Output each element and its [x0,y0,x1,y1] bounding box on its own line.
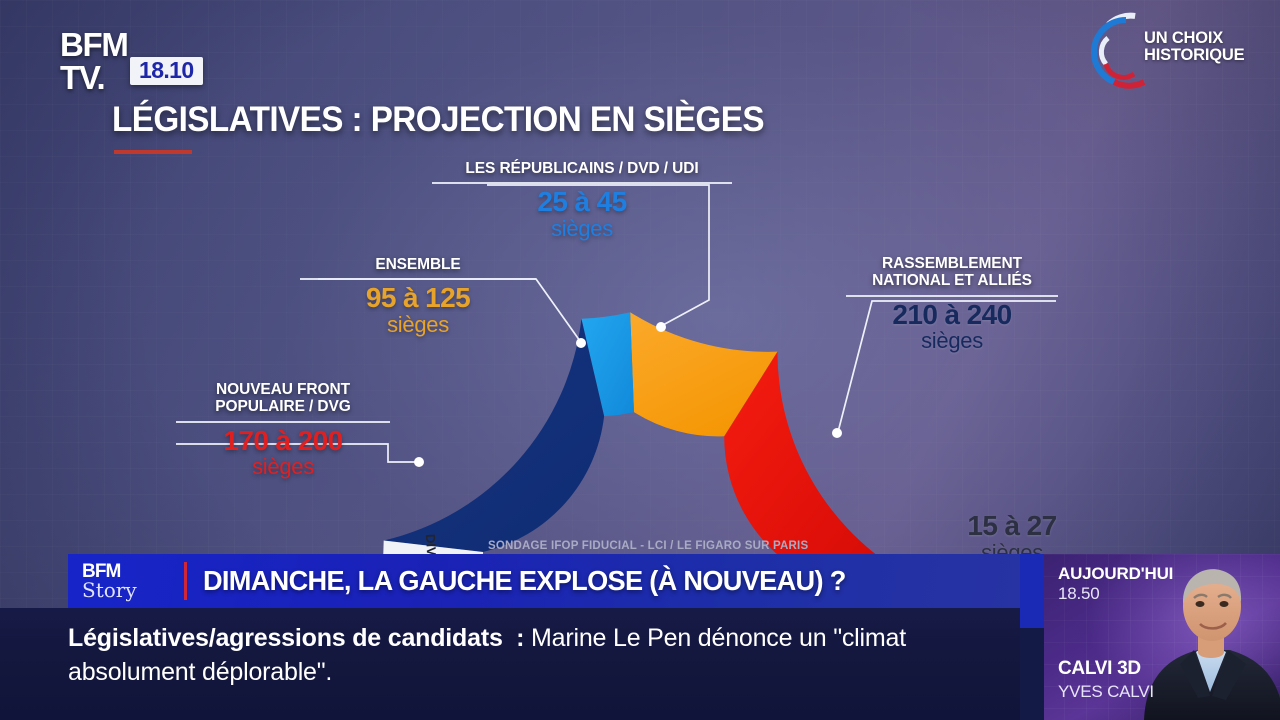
callout-lr-unit: sièges [551,215,613,241]
next-show-host: YVES CALVI [1058,682,1154,701]
ticker-text-block: Législatives/agressions de candidats : M… [68,622,1008,689]
callout-divers-range: 15 à 27 [967,510,1057,541]
event-badge-line2: HISTORIQUE [1144,45,1245,64]
callout-rn-title-line2: NATIONAL ET ALLIÉS [872,272,1032,290]
callout-nouveau-front-populaire: NOUVEAU FRONT POPULAIRE / DVG 170 à 200 … [176,381,390,479]
callout-ensemble-unit: sièges [387,311,449,337]
callout-ensemble-rule [300,278,536,281]
event-badge: UN CHOIX HISTORIQUE [1086,10,1256,92]
callout-ensemble: ENSEMBLE 95 à 125 sièges [300,256,536,337]
next-show-card[interactable]: AUJOURD'HUI 18.50 CALVI 3D YVES CALVI [1020,554,1280,720]
title-underline [114,150,192,154]
next-show-left-accent-bottom [1020,628,1044,720]
callout-lr-range: 25 à 45 [537,186,627,218]
ticker-topic: Législatives/agressions de candidats [68,624,503,652]
callout-rn-unit: sièges [921,328,983,354]
ticker-separator-wrap: : [503,624,525,652]
program-logo-line2: Story [82,578,137,602]
callout-rn-range: 210 à 240 [892,298,1012,330]
arc-nfp[interactable] [724,351,898,570]
channel-logo: BFM TV. 18.10 [60,28,390,102]
callout-lr-title: LES RÉPUBLICAINS / DVD / UDI [465,160,699,177]
callout-nfp-title-line1: NOUVEAU FRONT [216,381,350,398]
clock-time: 18.10 [139,57,194,83]
chart-title: LÉGISLATIVES : PROJECTION EN SIÈGES [112,100,765,139]
clock-badge: 18.10 [130,57,203,85]
callout-rassemblement-national: RASSEMBLEMENT NATIONAL ET ALLIÉS 210 à 2… [846,255,1058,353]
program-logo-line1: BFM [82,561,121,582]
ticker-body: Marine Le Pen dénonce un "climat absolum… [68,624,906,686]
headline-text: DIMANCHE, LA GAUCHE EXPLOSE (À NOUVEAU) … [203,565,846,596]
callout-rn-rule [846,294,1058,297]
event-badge-text: UN CHOIX HISTORIQUE [1144,29,1245,64]
callout-nfp-range: 170 à 200 [223,424,343,456]
callout-nfp-rule [176,420,390,423]
callout-ensemble-range: 95 à 125 [365,282,471,314]
channel-logo-line2: TV. [60,59,106,96]
arc-ensemble[interactable] [630,312,778,437]
arc-lr[interactable] [581,312,634,417]
headline-bar: BFM Story DIMANCHE, LA GAUCHE EXPLOSE (À… [68,554,1020,608]
ticker-separator: : [516,624,525,652]
callout-ensemble-title: ENSEMBLE [375,256,461,273]
next-show-title: CALVI 3D [1058,658,1141,679]
next-show-when-time: 18.50 [1058,584,1100,603]
callout-lr-rule [432,182,732,185]
channel-logo-line1: BFM [60,26,129,63]
program-logo: BFM Story [68,562,182,600]
tricolor-arc-icon [1090,12,1146,89]
lower-third: BFM Story DIMANCHE, LA GAUCHE EXPLOSE (À… [0,554,1280,720]
event-badge-line1: UN CHOIX [1144,29,1224,47]
callout-nfp-title-line2: POPULAIRE / DVG [215,398,351,416]
presenter-photo [1144,569,1280,720]
callout-nfp-unit: sièges [252,454,314,480]
next-show-when-label: AUJOURD'HUI [1058,564,1174,583]
callout-rn-title-line1: RASSEMBLEMENT [882,255,1022,272]
arc-rn[interactable] [383,318,605,552]
callout-les-republicains: LES RÉPUBLICAINS / DVD / UDI 25 à 45 siè… [432,160,732,241]
next-show-left-accent-top [1020,554,1044,628]
chart-source: SONDAGE IFOP FIDUCIAL - LCI / LE FIGARO … [488,540,809,552]
headline-divider [184,562,187,600]
